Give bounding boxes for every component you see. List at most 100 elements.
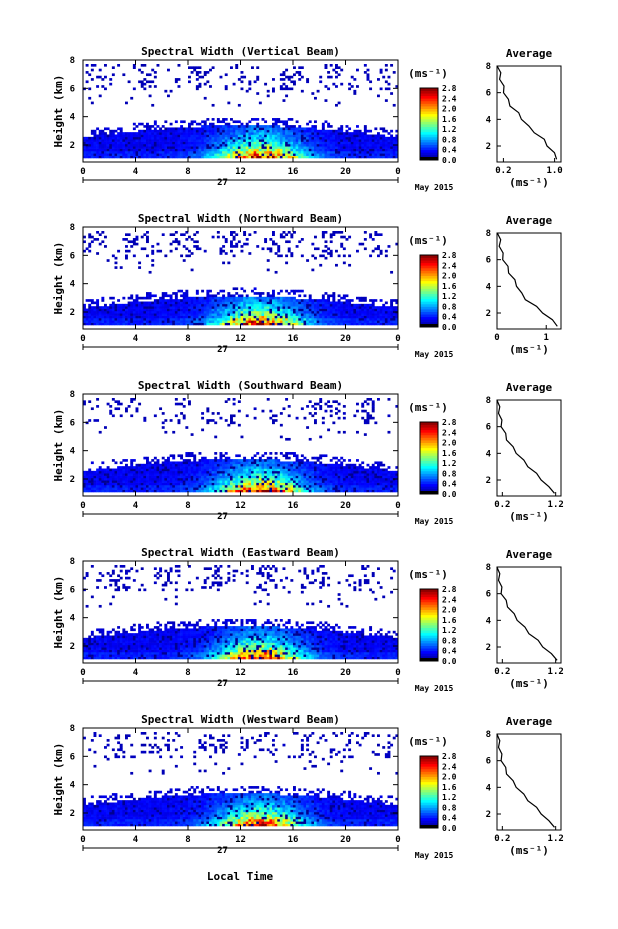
heatmap-cell bbox=[182, 416, 186, 420]
heatmap-cell bbox=[235, 303, 239, 307]
heatmap-cell bbox=[214, 150, 218, 154]
heatmap-cell bbox=[245, 322, 249, 326]
heatmap-cell bbox=[335, 155, 338, 159]
heatmap-cell bbox=[319, 303, 323, 307]
heatmap-cell bbox=[188, 489, 191, 493]
heatmap-cell bbox=[111, 150, 115, 154]
heatmap-cell bbox=[390, 92, 394, 95]
heatmap-cell bbox=[167, 475, 170, 479]
heatmap-cell bbox=[282, 301, 286, 305]
heatmap-cell bbox=[235, 125, 239, 128]
heatmap-cell bbox=[237, 400, 241, 403]
heatmap-cell bbox=[156, 308, 160, 312]
heatmap-cell bbox=[101, 480, 105, 483]
heatmap-cell bbox=[342, 310, 346, 314]
colorbar-swatch bbox=[420, 103, 438, 107]
heatmap-cell bbox=[148, 468, 152, 472]
heatmap-cell bbox=[248, 470, 252, 474]
heatmap-cell bbox=[258, 310, 262, 314]
heatmap-cell bbox=[161, 134, 165, 138]
heatmap-cell bbox=[374, 322, 378, 326]
heatmap-cell bbox=[248, 463, 252, 467]
heatmap-cell bbox=[306, 466, 310, 469]
heatmap-cell bbox=[274, 143, 278, 147]
heatmap-cell bbox=[190, 71, 194, 74]
heatmap-cell bbox=[96, 143, 100, 147]
heatmap-cell bbox=[337, 315, 341, 319]
heatmap-cell bbox=[151, 320, 155, 323]
heatmap-cell bbox=[300, 461, 304, 465]
heatmap-cell bbox=[248, 139, 252, 142]
heatmap-cell bbox=[300, 489, 304, 493]
heatmap-cell bbox=[140, 80, 144, 84]
heatmap-cell bbox=[387, 310, 391, 314]
heatmap-cell bbox=[125, 487, 128, 490]
heatmap-cell bbox=[390, 148, 394, 152]
heatmap-cell bbox=[164, 484, 168, 488]
heatmap-cell bbox=[300, 459, 304, 462]
heatmap-cell bbox=[340, 303, 344, 307]
heatmap-cell bbox=[290, 470, 294, 474]
heatmap-cell bbox=[308, 146, 312, 149]
heatmap-cell bbox=[237, 153, 241, 156]
heatmap-cell bbox=[182, 398, 186, 401]
heatmap-cell bbox=[282, 139, 286, 142]
heatmap-cell bbox=[300, 143, 304, 147]
heatmap-cell bbox=[146, 296, 149, 300]
heatmap-cell bbox=[193, 132, 197, 135]
heatmap-cell bbox=[143, 125, 147, 128]
heatmap-cell bbox=[232, 150, 236, 154]
heatmap-cell bbox=[182, 132, 186, 135]
heatmap-cell bbox=[340, 129, 344, 133]
heatmap-cell bbox=[198, 299, 202, 302]
heatmap-cell bbox=[293, 125, 296, 128]
heatmap-cell bbox=[148, 127, 152, 131]
heatmap-cell bbox=[256, 315, 260, 319]
heatmap-cell bbox=[243, 129, 247, 133]
heatmap-cell bbox=[182, 148, 186, 152]
heatmap-cell bbox=[222, 475, 226, 479]
heatmap-cell bbox=[361, 153, 365, 156]
heatmap-cell bbox=[358, 303, 362, 307]
heatmap-cell bbox=[266, 303, 270, 307]
heatmap-cell bbox=[248, 129, 252, 133]
heatmap-cell bbox=[269, 136, 273, 140]
heatmap-cell bbox=[198, 153, 202, 156]
heatmap-cell bbox=[209, 122, 212, 126]
heatmap-cell bbox=[216, 313, 220, 316]
heatmap-cell bbox=[395, 322, 399, 326]
heatmap-cell bbox=[104, 127, 107, 131]
heatmap-cell bbox=[98, 315, 102, 319]
heatmap-cell bbox=[224, 85, 228, 88]
heatmap-cell bbox=[235, 468, 239, 472]
heatmap-cell bbox=[140, 489, 144, 493]
heatmap-cell bbox=[201, 322, 205, 326]
heatmap-cell bbox=[146, 322, 149, 326]
heatmap-cell bbox=[104, 141, 107, 145]
heatmap-cell bbox=[135, 315, 139, 319]
heatmap-cell bbox=[148, 129, 152, 133]
heatmap-cell bbox=[101, 136, 105, 140]
heatmap-cell bbox=[193, 308, 197, 312]
heatmap-cell bbox=[151, 263, 155, 267]
heatmap-cell bbox=[369, 308, 373, 312]
heatmap-cell bbox=[329, 306, 333, 309]
heatmap-cell bbox=[300, 75, 304, 79]
heatmap-cell bbox=[282, 129, 286, 133]
heatmap-cell bbox=[253, 292, 257, 295]
heatmap-cell bbox=[146, 484, 149, 488]
heatmap-cell bbox=[138, 261, 142, 265]
heatmap-cell bbox=[195, 308, 199, 312]
heatmap-cell bbox=[350, 315, 354, 319]
heatmap-cell bbox=[135, 143, 139, 147]
heatmap-cell bbox=[379, 310, 383, 314]
heatmap-cell bbox=[169, 463, 173, 467]
heatmap-cell bbox=[261, 301, 265, 305]
heatmap-cell bbox=[227, 143, 231, 147]
heatmap-cell bbox=[324, 132, 328, 135]
heatmap-cell bbox=[195, 146, 199, 149]
heatmap-cell bbox=[240, 489, 244, 493]
heatmap-cell bbox=[243, 313, 247, 316]
heatmap-cell bbox=[269, 475, 273, 479]
